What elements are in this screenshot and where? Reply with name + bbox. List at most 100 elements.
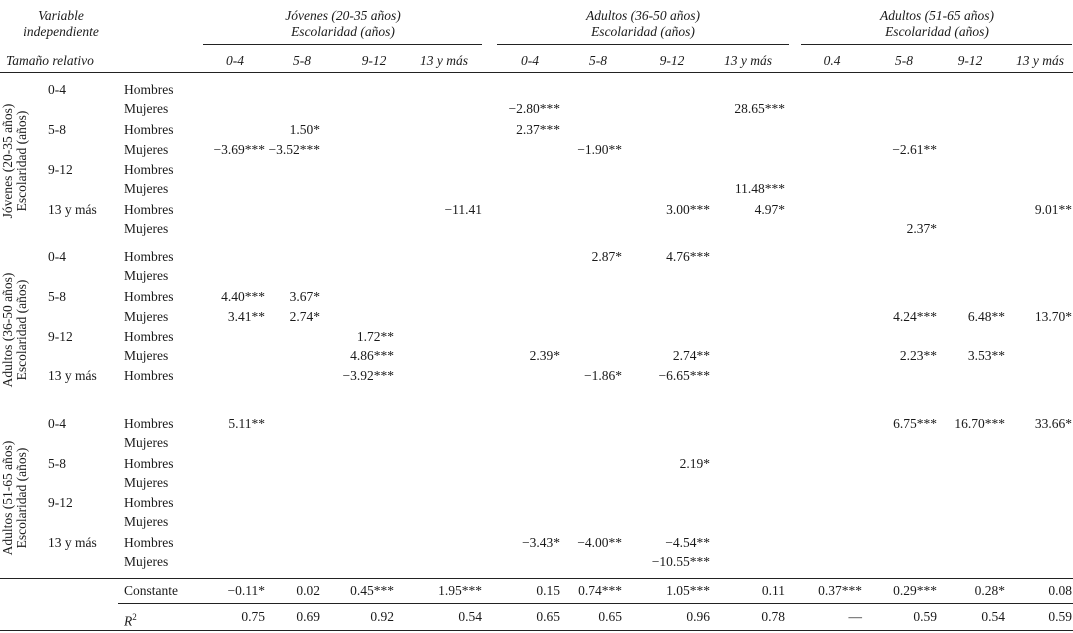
table-cell: −2.80*** [508, 101, 561, 116]
column-header: 5-8 [293, 53, 311, 68]
r2-cell: — [848, 609, 863, 624]
constante-cell: 1.95*** [438, 583, 482, 598]
column-header: 13 y más [724, 53, 772, 68]
row-education-label: 9-12 [48, 329, 73, 344]
constante-cell: −0.11* [227, 583, 266, 598]
r2-cell: 0.54 [458, 609, 482, 624]
row-sex-label: Hombres [124, 289, 174, 304]
table-cell: 3.00*** [666, 202, 710, 217]
table-cell: −1.90** [577, 142, 622, 157]
group-title: Adultos (36-50 años) [586, 8, 700, 23]
row-sex-label: Hombres [124, 456, 174, 471]
r2-cell: 0.78 [761, 609, 785, 624]
r2-cell: 0.75 [241, 609, 265, 624]
row-sex-label: Mujeres [124, 221, 169, 236]
table-cell: −3.43* [522, 535, 560, 550]
table-cell: 2.37* [906, 221, 937, 236]
table-cell: 28.65*** [734, 101, 785, 116]
table-cell: 4.86*** [350, 348, 394, 363]
r2-cell: 0.54 [981, 609, 1005, 624]
row-education-label: 9-12 [48, 495, 73, 510]
header-variable-line1: Variable [38, 8, 84, 23]
group-header-2: Adultos (36-50 años) Escolaridad (años) [498, 8, 788, 40]
constante-cell: 0.28* [974, 583, 1005, 598]
constante-cell: 0.29*** [893, 583, 937, 598]
block-label-jovenes: Jóvenes (20-35 años) Escolaridad (años) [0, 103, 29, 219]
table-cell: −3.92*** [342, 368, 395, 383]
constante-cell: 1.05*** [666, 583, 710, 598]
table-cell: 6.75*** [893, 416, 937, 431]
table-cell: 3.53** [967, 348, 1005, 363]
row-sex-label: Mujeres [124, 348, 169, 363]
row-sex-label: Mujeres [124, 101, 169, 116]
row-sex-label: Hombres [124, 202, 174, 217]
table-cell: 16.70*** [954, 416, 1005, 431]
group-header-1: Jóvenes (20-35 años) Escolaridad (años) [205, 8, 481, 40]
row-education-label: 5-8 [48, 289, 66, 304]
table-cell: 2.23** [899, 348, 937, 363]
table-cell: 13.70* [1034, 309, 1072, 324]
table-cell: 3.41** [227, 309, 265, 324]
row-sex-label: Hombres [124, 368, 174, 383]
pre-r2-rule [118, 603, 1073, 604]
group-title: Adultos (51-65 años) [880, 8, 994, 23]
column-header: 9-12 [957, 53, 983, 68]
table-cell: 6.48** [967, 309, 1005, 324]
group-sub: Escolaridad (años) [291, 24, 395, 39]
row-sex-label: Hombres [124, 495, 174, 510]
table-cell: −2.61** [892, 142, 937, 157]
table-cell: 4.97* [754, 202, 785, 217]
row-sex-label: Hombres [124, 329, 174, 344]
pre-constante-rule [0, 578, 1073, 579]
block-label-adultos-36-50: Adultos (36-50 años) Escolaridad (años) [0, 272, 29, 388]
constante-cell: 0.45*** [350, 583, 394, 598]
r2-cell: 0.92 [370, 609, 394, 624]
constante-cell: 0.08 [1048, 583, 1072, 598]
column-header: 0-4 [521, 53, 539, 68]
table-cell: 11.48*** [734, 181, 785, 196]
group-rule-1 [203, 44, 482, 45]
constante-cell: 0.37*** [818, 583, 862, 598]
row-sex-label: Hombres [124, 162, 174, 177]
row-education-label: 9-12 [48, 162, 73, 177]
row-sex-label: Mujeres [124, 435, 169, 450]
table-cell: −3.52*** [268, 142, 321, 157]
table-cell: 3.67* [289, 289, 320, 304]
table-cell: 2.74** [672, 348, 710, 363]
table-cell: 2.37*** [516, 122, 560, 137]
r2-cell: 0.65 [536, 609, 560, 624]
r2-superscript: 2 [132, 612, 137, 622]
constante-label: Constante [124, 583, 178, 598]
table-cell: 2.74* [289, 309, 320, 324]
group-sub: Escolaridad (años) [885, 24, 989, 39]
row-sex-label: Hombres [124, 416, 174, 431]
r2-label: R2 [124, 609, 137, 630]
row-sex-label: Mujeres [124, 181, 169, 196]
row-education-label: 5-8 [48, 122, 66, 137]
column-header: 13 y más [1016, 53, 1064, 68]
table-cell: 1.50* [289, 122, 320, 137]
constante-cell: 0.15 [536, 583, 560, 598]
table-cell: −4.00** [577, 535, 622, 550]
table-cell: 33.66* [1034, 416, 1072, 431]
row-education-label: 13 y más [48, 368, 97, 383]
header-tamano-relativo: Tamaño relativo [6, 53, 94, 68]
table-cell: −11.41 [444, 202, 483, 217]
header-variable-line2: independiente [23, 24, 99, 39]
constante-cell: 0.02 [296, 583, 320, 598]
column-header: 5-8 [895, 53, 913, 68]
row-sex-label: Mujeres [124, 554, 169, 569]
group-title: Jóvenes (20-35 años) [285, 8, 401, 23]
row-education-label: 13 y más [48, 202, 97, 217]
header-variable: Variable independiente [6, 8, 116, 40]
row-sex-label: Hombres [124, 535, 174, 550]
row-education-label: 0-4 [48, 249, 66, 264]
table-bottom-rule [0, 630, 1073, 631]
row-education-label: 5-8 [48, 456, 66, 471]
row-sex-label: Hombres [124, 122, 174, 137]
column-header: 9-12 [361, 53, 387, 68]
table-cell: 1.72** [356, 329, 394, 344]
table-cell: 4.40*** [221, 289, 265, 304]
table-cell: 9.01** [1034, 202, 1072, 217]
table-cell: 5.11** [228, 416, 265, 431]
